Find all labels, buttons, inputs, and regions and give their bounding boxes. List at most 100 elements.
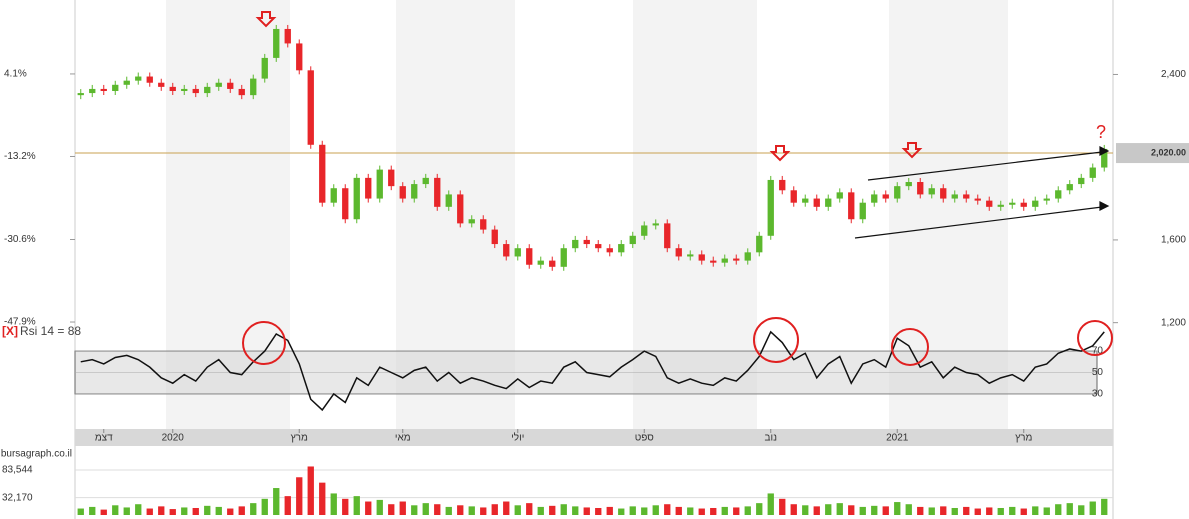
volume-bar [215, 506, 222, 515]
volume-bar [687, 507, 694, 515]
candle-body [181, 88, 188, 92]
candle-body [836, 192, 843, 199]
volume-tick-label: 83,544 [2, 465, 33, 476]
y2-tick-label: 4.1% [4, 69, 27, 80]
candle-body [756, 235, 763, 253]
candle-body [848, 192, 855, 220]
candle-body [595, 244, 602, 249]
candle-body [618, 244, 625, 253]
x-tick-label: ספט [635, 433, 655, 444]
candle-body [342, 188, 349, 220]
volume-bar [871, 505, 878, 515]
volume-bar [595, 507, 602, 515]
candle-body [112, 84, 119, 92]
volume-bar [1032, 506, 1039, 515]
volume-bar [894, 502, 901, 515]
volume-bar [963, 506, 970, 515]
x-tick-label: 2021 [886, 433, 909, 444]
candle-body [790, 190, 797, 203]
candle-body [549, 260, 556, 267]
volume-bar [951, 507, 958, 515]
volume-bar [169, 509, 176, 515]
x-tick-label: יולי [511, 432, 524, 444]
volume-bar [480, 507, 487, 515]
candle-body [928, 188, 935, 195]
candle-body [802, 198, 809, 203]
volume-bar [733, 507, 740, 515]
volume-bar [284, 496, 291, 515]
volume-bar [100, 509, 107, 515]
candle-body [158, 82, 165, 87]
volume-bar [825, 504, 832, 515]
volume-bar [399, 501, 406, 515]
candle-body [664, 223, 671, 249]
candle-body [100, 88, 107, 92]
volume-bar [307, 466, 314, 515]
volume-bar [549, 505, 556, 515]
candle-body [77, 93, 84, 96]
volume-bar [813, 506, 820, 515]
candle-body [227, 82, 234, 89]
volume-bar [526, 503, 533, 515]
volume-bar [905, 504, 912, 515]
x-tick-label: נוב [765, 433, 778, 444]
volume-bar [1078, 505, 1085, 515]
volume-bar [457, 505, 464, 515]
y-tick-label: 1,200 [1161, 317, 1186, 328]
volume-bar [376, 499, 383, 515]
x-tick-label: מרץ [291, 433, 308, 444]
volume-bar [411, 505, 418, 515]
candle-body [986, 200, 993, 207]
candle-body [468, 219, 475, 224]
volume-bar [158, 506, 165, 515]
volume-bar [721, 506, 728, 515]
volume-bar [491, 504, 498, 515]
candle-body [434, 177, 441, 207]
candle-body [204, 86, 211, 94]
volume-bar [756, 503, 763, 515]
volume-bar [572, 506, 579, 515]
volume-bar [779, 498, 786, 515]
candle-body [905, 182, 912, 187]
volume-bar [514, 505, 521, 515]
candle-body [261, 57, 268, 79]
x-tick-label: 2020 [162, 433, 185, 444]
volume-bar [468, 506, 475, 515]
x-tick-label: מרץ [1015, 433, 1032, 444]
volume-bar [997, 507, 1004, 515]
x-tick-label: מאי [395, 433, 411, 444]
rsi-tick-label: 50 [1092, 367, 1104, 378]
candle-body [1020, 202, 1027, 207]
x-tick-label: דצמ [95, 433, 113, 444]
rsi-tick-label: 70 [1092, 346, 1104, 357]
candle-body [537, 260, 544, 265]
candle-body [963, 194, 970, 199]
volume-bar [319, 482, 326, 515]
candle-body [733, 258, 740, 261]
volume-bar [227, 508, 234, 515]
volume-bar [181, 507, 188, 515]
volume-bar [767, 493, 774, 515]
volume-bar [503, 501, 510, 515]
volume-bar [928, 507, 935, 515]
volume-bar [434, 504, 441, 515]
candle-body [169, 86, 176, 92]
candle-body [365, 177, 372, 199]
candle-body [721, 258, 728, 263]
candle-body [123, 80, 130, 85]
candle-body [1055, 190, 1062, 199]
volume-bar [986, 507, 993, 515]
candle-body [1009, 202, 1016, 205]
candle-body [882, 194, 889, 199]
y-tick-label: 1,600 [1161, 235, 1186, 246]
volume-bar [112, 505, 119, 515]
candle-body [951, 194, 958, 199]
rsi-close[interactable]: [X] [2, 324, 18, 338]
volume-bar [606, 506, 613, 515]
volume-bar [882, 506, 889, 515]
rsi-tick-label: 30 [1092, 389, 1104, 400]
volume-bar [250, 503, 257, 515]
candle-body [767, 179, 774, 236]
candle-body [376, 169, 383, 199]
